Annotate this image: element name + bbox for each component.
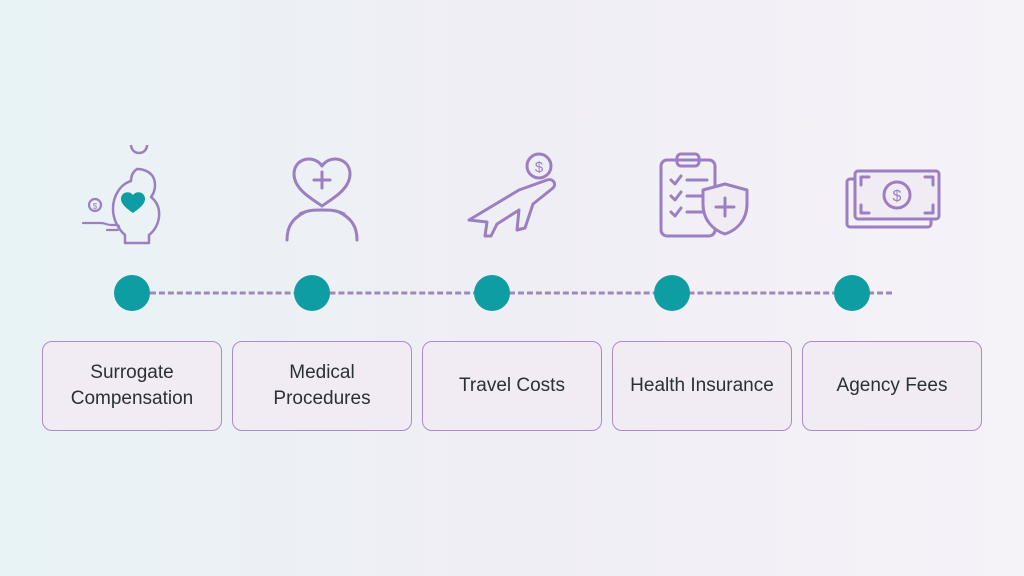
- label-text: Agency Fees: [837, 373, 948, 399]
- icon-cell: $: [802, 145, 982, 245]
- money-icon: $: [837, 155, 947, 235]
- svg-text:$: $: [893, 188, 902, 205]
- timeline-dot: [474, 275, 510, 311]
- label-box: Medical Procedures: [232, 341, 412, 431]
- icon-cell: [232, 145, 412, 245]
- label-box: Travel Costs: [422, 341, 602, 431]
- label-box: Health Insurance: [612, 341, 792, 431]
- timeline-dot: [294, 275, 330, 311]
- label-box: Agency Fees: [802, 341, 982, 431]
- icon-cell: $: [422, 145, 602, 245]
- medical-care-icon: [272, 148, 372, 243]
- svg-text:$: $: [93, 202, 98, 211]
- icon-cell: [612, 145, 792, 245]
- labels-row: Surrogate Compensation Medical Procedure…: [42, 341, 982, 431]
- pregnant-pay-icon: $: [77, 145, 187, 245]
- infographic-container: $: [42, 145, 982, 431]
- label-text: Surrogate Compensation: [51, 360, 213, 411]
- label-text: Medical Procedures: [241, 360, 403, 411]
- timeline-row: [42, 275, 982, 311]
- label-text: Travel Costs: [459, 373, 565, 399]
- icon-cell: $: [42, 145, 222, 245]
- icons-row: $: [42, 145, 982, 245]
- timeline-dot: [114, 275, 150, 311]
- timeline-dot: [834, 275, 870, 311]
- timeline-dots: [42, 275, 942, 311]
- label-box: Surrogate Compensation: [42, 341, 222, 431]
- svg-text:$: $: [535, 159, 544, 176]
- label-text: Health Insurance: [630, 373, 774, 399]
- health-insurance-icon: [647, 148, 757, 243]
- timeline-dot: [654, 275, 690, 311]
- travel-cost-icon: $: [457, 150, 567, 240]
